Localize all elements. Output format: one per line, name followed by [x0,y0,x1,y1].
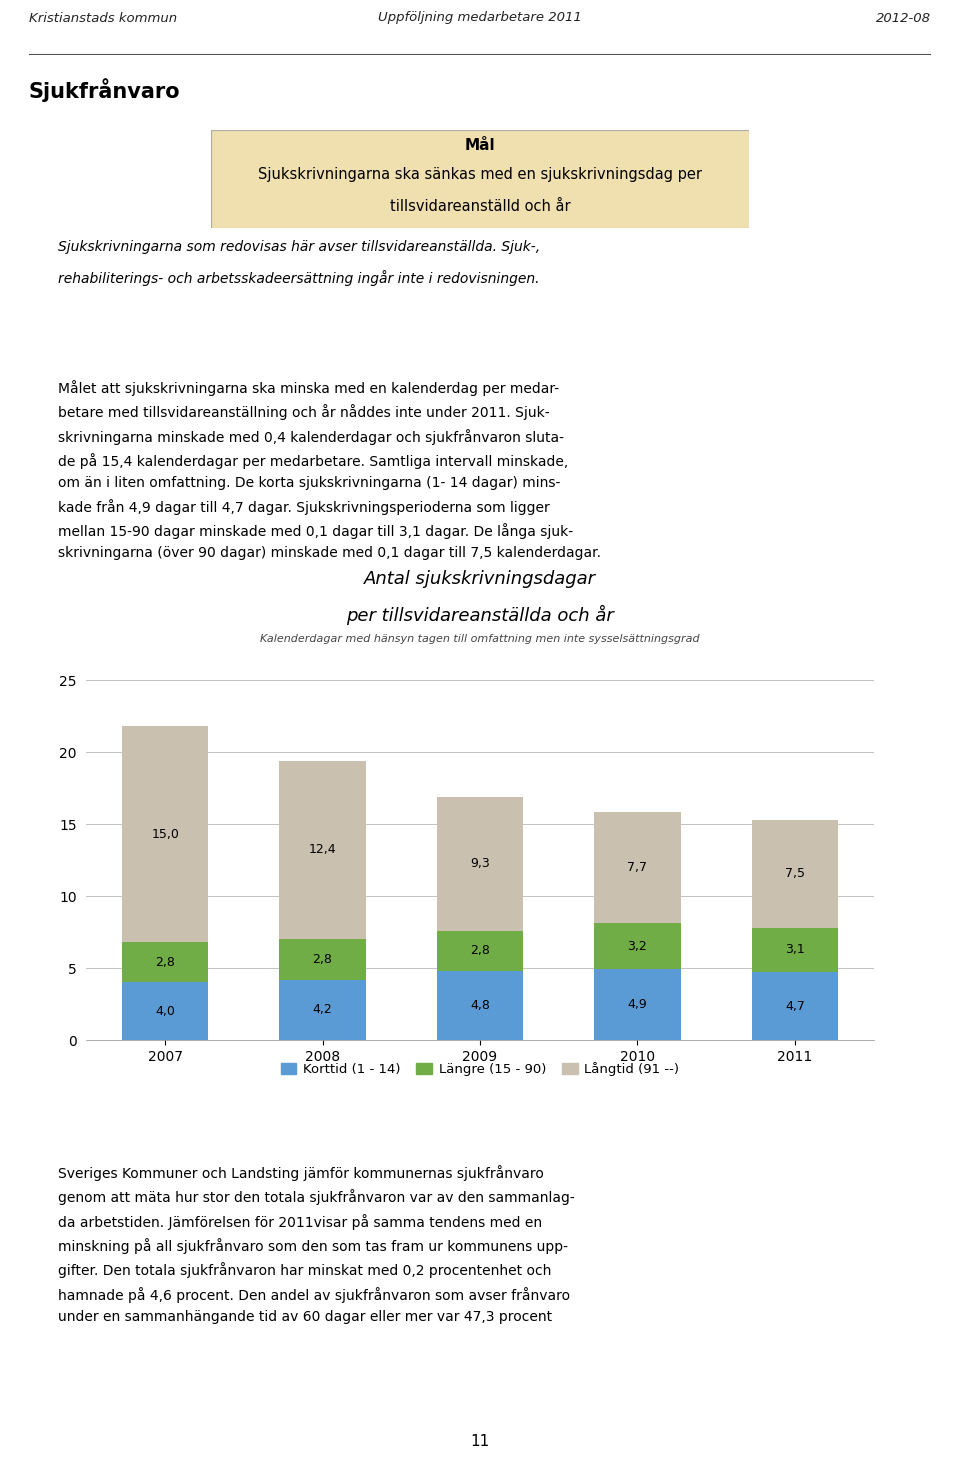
Text: 4,7: 4,7 [785,1000,804,1012]
Text: 7,7: 7,7 [628,861,647,874]
Text: Kristianstads kommun: Kristianstads kommun [29,12,177,25]
Text: 4,9: 4,9 [628,999,647,1011]
Bar [752,820,838,928]
Text: Sveriges Kommuner och Landsting jämför kommunernas sjukfrånvaro
genom att mäta h: Sveriges Kommuner och Landsting jämför k… [58,1165,574,1324]
Bar [437,971,523,1040]
Bar [437,930,523,971]
Bar [594,970,681,1040]
FancyBboxPatch shape [211,129,749,228]
Text: Målet att sjukskrivningarna ska minska med en kalenderdag per medar-
betare med : Målet att sjukskrivningarna ska minska m… [58,380,601,560]
Legend: Korttid (1 - 14), Längre (15 - 90), Långtid (91 --): Korttid (1 - 14), Längre (15 - 90), Lång… [276,1056,684,1081]
Text: 2012-08: 2012-08 [876,12,931,25]
Bar [752,972,838,1040]
Text: Sjukfrånvaro: Sjukfrånvaro [29,78,180,101]
Bar [122,942,208,983]
Text: Uppföljning medarbetare 2011: Uppföljning medarbetare 2011 [378,12,582,25]
Text: 7,5: 7,5 [785,867,804,880]
Bar [122,726,208,942]
Text: 12,4: 12,4 [309,843,336,856]
Text: 4,8: 4,8 [470,999,490,1012]
Text: Mål: Mål [465,138,495,153]
Text: 2,8: 2,8 [156,956,175,968]
Bar [594,924,681,970]
Bar [279,939,366,980]
Text: 4,2: 4,2 [313,1003,332,1017]
Text: rehabiliterings- och arbetsskadeersättning ingår inte i redovisningen.: rehabiliterings- och arbetsskadeersättni… [58,270,540,286]
Text: 3,2: 3,2 [628,940,647,953]
Text: Sjukskrivningarna ska sänkas med en sjukskrivningsdag per: Sjukskrivningarna ska sänkas med en sjuk… [258,167,702,182]
Bar [594,812,681,924]
Bar [752,928,838,972]
Bar [122,983,208,1040]
Bar [437,796,523,930]
Text: 2,8: 2,8 [470,945,490,958]
Text: tillsvidareanställd och år: tillsvidareanställd och år [390,198,570,213]
Text: per tillsvidareanställda och år: per tillsvidareanställda och år [347,605,613,624]
Text: Sjukskrivningarna som redovisas här avser tillsvidareanställda. Sjuk-,: Sjukskrivningarna som redovisas här avse… [58,239,540,254]
Text: Kalenderdagar med hänsyn tagen till omfattning men inte sysselsättningsgrad: Kalenderdagar med hänsyn tagen till omfa… [260,633,700,643]
Text: 2,8: 2,8 [313,953,332,965]
Bar [279,980,366,1040]
Text: 11: 11 [470,1434,490,1448]
Text: 15,0: 15,0 [151,827,180,840]
Text: 9,3: 9,3 [470,856,490,870]
Text: 3,1: 3,1 [785,943,804,956]
Bar [279,761,366,939]
Text: 4,0: 4,0 [156,1005,175,1018]
Text: Antal sjukskrivningsdagar: Antal sjukskrivningsdagar [364,570,596,588]
